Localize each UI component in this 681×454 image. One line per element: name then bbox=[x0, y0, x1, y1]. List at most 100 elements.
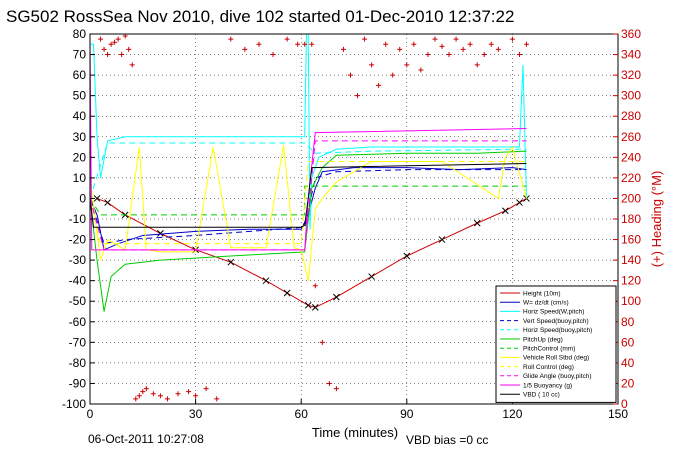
y-right-tick-label: 320 bbox=[621, 68, 641, 82]
heading-point bbox=[270, 52, 276, 58]
height-marker bbox=[104, 199, 111, 206]
series-line-pitch_control bbox=[89, 185, 527, 216]
y-right-tick-label: 280 bbox=[621, 109, 641, 123]
series-line-glide_angle bbox=[89, 140, 527, 251]
heading-point bbox=[333, 386, 339, 392]
y-right-tick-label: 40 bbox=[621, 356, 635, 370]
y-right-tick-label: 120 bbox=[621, 274, 641, 288]
height-marker bbox=[502, 207, 509, 215]
y-right-tick-label: 240 bbox=[621, 150, 641, 164]
series-line-height bbox=[96, 197, 527, 308]
legend-label: Horiz Speed(buoy,pitch) bbox=[523, 327, 592, 334]
y-tick-label: -100 bbox=[62, 397, 86, 411]
y-tick-label: -10 bbox=[69, 212, 87, 226]
y-right-tick-label: 200 bbox=[621, 191, 641, 205]
heading-point bbox=[129, 62, 135, 68]
legend-label: Glide Angle (buoy,pitch) bbox=[523, 373, 592, 380]
heading-point bbox=[115, 36, 121, 42]
heading-point bbox=[495, 46, 501, 52]
series-line-buoyancy bbox=[89, 44, 527, 251]
series-line-roll_control bbox=[89, 160, 527, 245]
heading-point bbox=[509, 36, 515, 42]
y-tick-label: 10 bbox=[73, 171, 87, 185]
y-tick-label: -30 bbox=[69, 253, 87, 267]
height-marker bbox=[333, 293, 340, 301]
y-tick-label: -50 bbox=[69, 294, 87, 308]
heading-point bbox=[355, 93, 361, 99]
y-right-tick-label: 180 bbox=[621, 212, 641, 226]
heading-point bbox=[228, 36, 234, 42]
series-line-pitch_up bbox=[89, 150, 527, 312]
height-marker bbox=[262, 277, 270, 285]
x-tick-label: 150 bbox=[608, 407, 628, 421]
x-axis-label: Time (minutes) bbox=[312, 425, 398, 440]
heading-point bbox=[411, 41, 417, 47]
footer-timestamp: 06-Oct-2011 10:27:08 bbox=[88, 432, 204, 446]
heading-point bbox=[242, 46, 248, 52]
y-right-tick-label: 360 bbox=[621, 27, 641, 41]
y-tick-label: 50 bbox=[73, 89, 87, 103]
heading-point bbox=[105, 52, 111, 58]
y-tick-label: 40 bbox=[73, 109, 87, 123]
height-marker bbox=[93, 195, 101, 202]
heading-point bbox=[143, 386, 149, 392]
heading-point bbox=[460, 46, 466, 52]
height-marker bbox=[283, 289, 291, 297]
heading-point bbox=[203, 386, 209, 392]
y-tick-label: -60 bbox=[69, 315, 87, 329]
legend-label: VBD ( 10 cc) bbox=[523, 392, 560, 399]
height-marker bbox=[473, 219, 481, 227]
heading-layer bbox=[98, 33, 529, 402]
heading-point bbox=[425, 52, 431, 58]
y-right-tick-label: 220 bbox=[621, 171, 641, 185]
legend-label: W= dz/dt (cm/s) bbox=[523, 300, 569, 307]
heading-point bbox=[186, 389, 192, 395]
heading-point bbox=[340, 46, 346, 52]
y-right-tick-label: 260 bbox=[621, 130, 641, 144]
y-right-tick-label: 160 bbox=[621, 233, 641, 247]
heading-point bbox=[302, 41, 308, 47]
heading-point bbox=[136, 393, 142, 399]
y-axis-right-label: (+) Heading (°M) bbox=[649, 171, 664, 268]
x-tick-label: 0 bbox=[87, 407, 94, 421]
legend-label: Vert Speed(buoy,pitch) bbox=[523, 318, 589, 325]
x-tick-label: 30 bbox=[189, 407, 203, 421]
heading-point bbox=[418, 67, 424, 73]
heading-point bbox=[98, 36, 104, 42]
y-tick-label: 70 bbox=[73, 48, 87, 62]
height-marker bbox=[403, 252, 411, 260]
x-tick-label: 90 bbox=[400, 407, 414, 421]
heading-point bbox=[309, 41, 315, 47]
legend-label: PitchControl (mm) bbox=[523, 346, 575, 353]
y-tick-label: -40 bbox=[69, 274, 87, 288]
y-right-tick-label: 20 bbox=[621, 376, 635, 390]
heading-point bbox=[439, 43, 445, 49]
heading-point bbox=[523, 41, 529, 47]
heading-point bbox=[397, 46, 403, 52]
legend-label: Horiz Speed(W,pitch) bbox=[523, 309, 584, 316]
heading-point bbox=[101, 46, 107, 52]
series-line-vert_speed_buoy bbox=[89, 169, 527, 245]
heading-point bbox=[481, 52, 487, 58]
y-tick-label: 20 bbox=[73, 150, 87, 164]
y-right-tick-label: 0 bbox=[621, 397, 628, 411]
heading-point bbox=[432, 36, 438, 42]
y-tick-label: 80 bbox=[73, 27, 87, 41]
legend-label: Vehicle Roll Stbd (deg) bbox=[523, 355, 589, 362]
y-right-tick-label: 60 bbox=[621, 335, 635, 349]
heading-point bbox=[467, 41, 473, 47]
y-tick-label: -90 bbox=[69, 376, 87, 390]
heading-point bbox=[295, 41, 301, 47]
heading-point bbox=[376, 82, 382, 88]
heading-point bbox=[453, 36, 459, 42]
height-marker bbox=[157, 230, 164, 237]
chart-title: SG502 RossSea Nov 2010, dive 102 started… bbox=[6, 7, 514, 26]
legend-box bbox=[495, 285, 617, 403]
heading-point bbox=[112, 39, 118, 45]
x-tick-label: 60 bbox=[295, 407, 309, 421]
heading-point bbox=[362, 36, 368, 42]
heading-point bbox=[312, 283, 318, 289]
heading-point bbox=[140, 389, 146, 395]
heading-point bbox=[347, 72, 353, 78]
heading-point bbox=[369, 62, 375, 68]
